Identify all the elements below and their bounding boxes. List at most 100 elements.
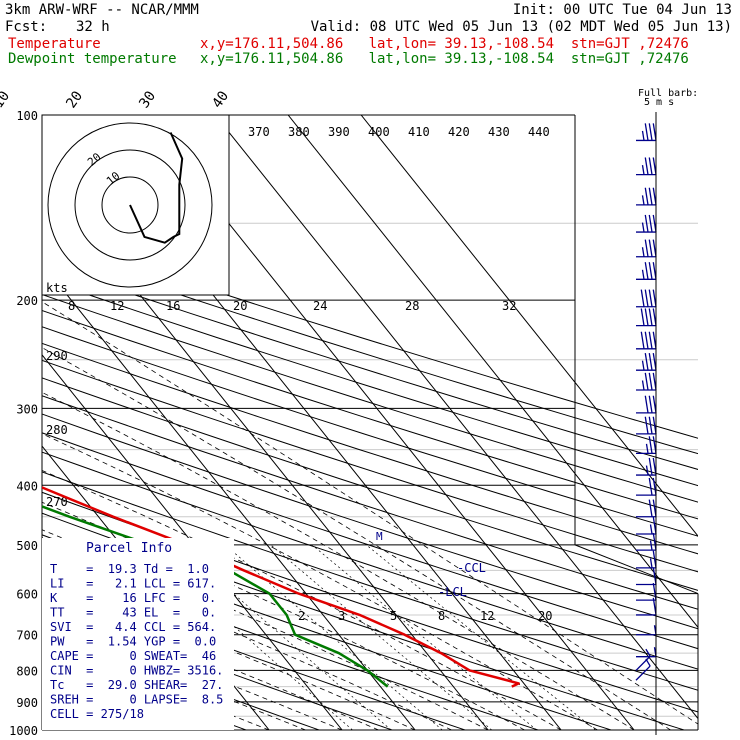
moist-adiabat: [42, 553, 452, 730]
wind-barb-flag: [644, 395, 649, 413]
wind-barb: [636, 372, 657, 391]
wind-barb-shaft: [635, 655, 651, 671]
model-title: 3km ARW-WRF -- NCAR/MMM: [5, 2, 199, 18]
parcel-info-row: TT = 43 EL = 0.: [50, 606, 216, 620]
isotherm: [42, 262, 416, 730]
wind-barb-flag: [640, 331, 645, 349]
pressure-tick-label: 200: [16, 294, 38, 308]
dewpoint-legend-label: Dewpoint temperature: [8, 51, 177, 67]
parcel-info-row: PW = 1.54 YGP = 0.0: [50, 635, 216, 649]
forecast-hours: 32 h: [76, 19, 110, 35]
theta-e-label: 420: [448, 125, 470, 139]
pressure-tick-label: 100: [16, 109, 38, 123]
hodograph-trace: [129, 132, 184, 244]
wind-barb: [636, 187, 657, 206]
wind-barb-flag: [641, 247, 645, 257]
wind-barb-flag: [648, 214, 653, 233]
isotherm: [42, 354, 343, 730]
wind-barb-flag: [641, 164, 645, 175]
wind-barb-flag: [645, 648, 651, 657]
wind-barb: [636, 457, 657, 476]
parcel-info-row: SREH = 0 LAPSE= 8.5: [50, 693, 223, 707]
wind-barb-flag: [644, 123, 649, 141]
wind-barb: [635, 658, 651, 681]
wind-barb-flag: [640, 289, 645, 307]
dewpoint-location-info: x,y=176.11,504.86 lat,lon= 39.13,-108.54…: [200, 51, 689, 67]
pressure-tick-label: 400: [16, 479, 38, 493]
ccl-marker: -CCL: [457, 561, 486, 575]
wind-barb-flag: [641, 360, 645, 371]
parcel-info-row: CELL = 275/18: [50, 707, 144, 721]
dry-adiabat: [42, 512, 686, 730]
wind-barb-flag: [644, 308, 649, 326]
wind-barb: [636, 239, 657, 258]
moist-adiabat: [42, 574, 416, 730]
wind-barb-flag: [644, 239, 649, 257]
barb-legend-line2: 5 m s: [644, 97, 674, 108]
parcel-info-row: LI = 2.1 LCL = 617.: [50, 577, 216, 591]
wind-barb-flag: [641, 380, 645, 391]
moist-adiabat: [42, 433, 598, 730]
theta-e-label: 430: [488, 125, 510, 139]
parcel-info-row: T = 19.3 Td = 1.0: [50, 562, 209, 576]
moist-adiabat: [42, 609, 343, 730]
dry-adiabat: [42, 233, 698, 439]
lcl-marker: -LCL: [438, 585, 467, 599]
mixing-ratio-upper-label: 20: [233, 299, 247, 313]
dry-adiabat: [42, 451, 698, 670]
theta-e-label: 390: [328, 125, 350, 139]
wind-barb: [636, 331, 657, 350]
wind-barb: [636, 499, 657, 518]
wind-barb-flag: [645, 658, 651, 667]
dry-adiabat: [42, 413, 698, 630]
wind-barb-flag: [648, 187, 653, 205]
wind-barb: [636, 395, 657, 414]
init-time: Init: 00 UTC Tue 04 Jun 13: [512, 2, 732, 18]
wind-barb-flag: [648, 239, 653, 257]
valid-time: Valid: 08 UTC Wed 05 Jun 13 (02 MDT Wed …: [310, 19, 732, 35]
wind-barb-flag: [641, 195, 645, 205]
temperature-legend-label: Temperature: [8, 36, 101, 52]
wind-barb-flag: [648, 372, 653, 391]
wind-barb-flag: [644, 262, 649, 280]
theta-label: 280: [46, 423, 68, 437]
mixing-ratio-line: [141, 544, 353, 730]
dry-adiabat: [42, 359, 698, 573]
dry-adiabat: [42, 627, 321, 730]
pressure-tick-label: 800: [16, 664, 38, 678]
wind-barb-flag: [641, 130, 645, 141]
wind-barb: [636, 516, 657, 535]
wind-barb-flag: [645, 443, 649, 454]
mixing-ratio-label: 2: [298, 609, 305, 623]
wind-barb: [636, 123, 657, 142]
wind-barb-flag: [644, 331, 649, 349]
isotherm: [360, 115, 698, 537]
mixing-ratio-upper-label: 24: [313, 299, 327, 313]
hodograph-unit-label: kts: [46, 281, 68, 295]
mixing-ratio-line: [270, 544, 493, 730]
m-marker: M: [376, 530, 383, 543]
isotherm-label: 40: [209, 88, 232, 111]
theta-label: 270: [46, 495, 68, 509]
dry-adiabat: [42, 248, 698, 455]
dry-adiabat: [42, 309, 698, 520]
isotherm-label: 20: [63, 88, 86, 111]
dry-adiabat: [42, 263, 698, 470]
wind-barb-flag: [640, 308, 645, 326]
mixing-ratio-upper-label: 8: [68, 299, 75, 313]
isotherm: [214, 115, 698, 720]
dewpoint-profile: [42, 505, 389, 688]
moist-adiabat: [42, 501, 525, 730]
pressure-tick-label: 700: [16, 629, 38, 643]
wind-barb-flag: [648, 157, 653, 175]
dry-adiabat: [42, 432, 698, 650]
theta-label: 290: [46, 349, 68, 363]
wind-barb: [635, 648, 651, 671]
isotherm: [287, 115, 698, 629]
parcel-info-row: SVI = 4.4 CCL = 564.: [50, 620, 216, 634]
mixing-ratio-label: 5: [390, 609, 397, 623]
wind-barb-flag: [644, 353, 649, 371]
moist-adiabat: [42, 592, 379, 730]
